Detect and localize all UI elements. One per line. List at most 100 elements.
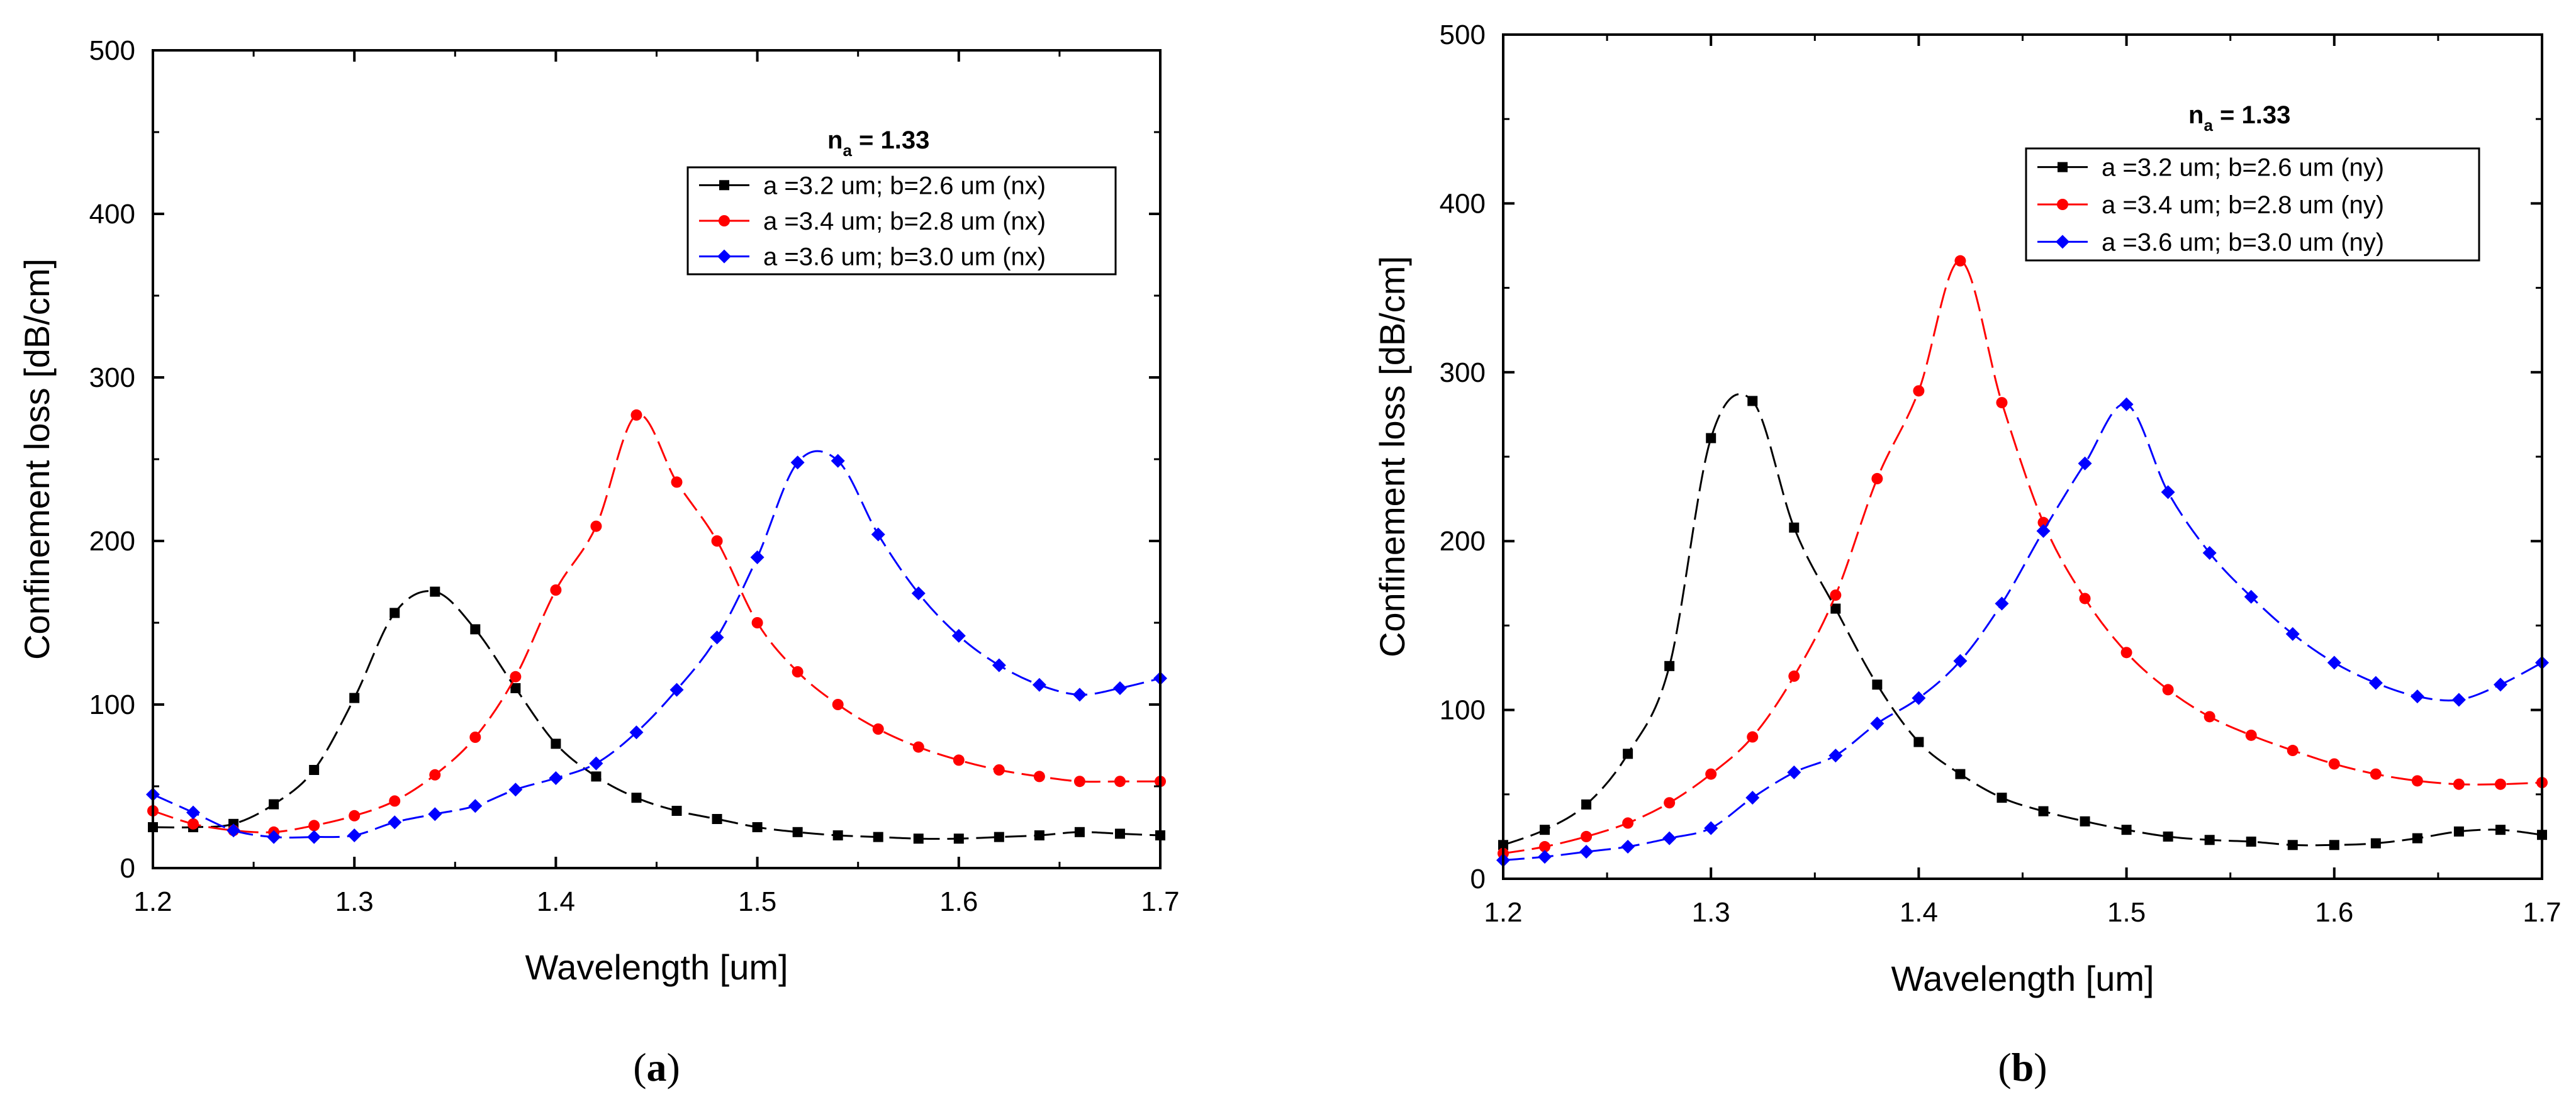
data-point — [994, 832, 1004, 842]
data-point — [469, 732, 481, 743]
x-tick-label: 1.7 — [1141, 886, 1179, 917]
x-tick-label: 1.3 — [335, 886, 374, 917]
data-point — [2078, 456, 2092, 471]
data-point — [1662, 831, 1677, 845]
refractive-index-annotation: na = 1.33 — [2188, 101, 2290, 135]
data-point — [1114, 776, 1126, 788]
data-point — [347, 828, 362, 842]
y-tick-label: 300 — [1440, 357, 1486, 388]
data-point — [1705, 768, 1717, 780]
data-point — [2038, 806, 2049, 816]
data-point — [1747, 731, 1759, 743]
data-point — [710, 630, 724, 645]
x-tick-label: 1.5 — [738, 886, 776, 917]
series-1 — [1498, 393, 2547, 850]
y-tick-label: 100 — [89, 689, 135, 720]
panel-label-open: ( — [1998, 1045, 2011, 1089]
x-tick-label: 1.2 — [133, 886, 172, 917]
data-point — [428, 807, 442, 822]
data-point — [2370, 768, 2382, 780]
panel-label-letter: b — [2012, 1045, 2034, 1089]
legend-swatch-marker — [2057, 199, 2068, 210]
data-point — [388, 815, 402, 830]
data-point — [2410, 689, 2424, 704]
y-tick-label: 400 — [1440, 188, 1486, 219]
data-point — [629, 725, 644, 740]
legend-box — [686, 166, 1117, 276]
legend-swatch-marker — [2056, 235, 2069, 249]
data-point — [1789, 522, 1800, 533]
data-point — [912, 741, 924, 753]
x-tick-label: 1.6 — [939, 886, 978, 917]
data-point — [2161, 485, 2175, 499]
data-point — [1072, 688, 1087, 702]
data-point — [992, 658, 1006, 672]
series-2 — [147, 409, 1166, 838]
data-point — [750, 550, 764, 564]
panel-label-close: ) — [2034, 1045, 2047, 1089]
annotation-main: n — [827, 126, 843, 154]
data-point — [1870, 716, 1884, 731]
data-point — [2120, 647, 2132, 659]
data-point — [913, 833, 924, 844]
data-point — [589, 756, 603, 771]
data-point — [1579, 845, 1594, 859]
data-point — [831, 454, 845, 468]
data-point — [1830, 589, 1842, 601]
data-point — [1996, 397, 2008, 409]
y-tick-label: 100 — [1440, 695, 1486, 726]
data-point — [1074, 827, 1085, 837]
series-3 — [146, 450, 1167, 844]
data-point — [2121, 825, 2132, 835]
data-point — [751, 617, 763, 628]
data-point — [1788, 670, 1800, 682]
legend: a =3.2 um; b=2.6 um (nx) a =3.4 um; b=2.8… — [686, 166, 1117, 276]
data-point — [2327, 655, 2341, 670]
data-point — [2079, 593, 2091, 605]
data-point — [1034, 830, 1044, 840]
data-point — [349, 693, 360, 703]
data-point — [2453, 778, 2465, 790]
data-point — [790, 455, 805, 470]
data-point — [227, 823, 241, 838]
data-point — [1112, 681, 1127, 695]
data-point — [1745, 791, 1760, 805]
data-point — [510, 683, 521, 693]
data-point — [2119, 397, 2134, 411]
series-line — [1503, 403, 2543, 861]
series-line — [1503, 393, 2543, 847]
y-tick-label: 0 — [1470, 864, 1486, 894]
data-point — [307, 830, 322, 844]
data-point — [1664, 797, 1676, 809]
y-tick-label: 200 — [1440, 526, 1486, 557]
data-point — [953, 754, 965, 766]
y-tick-label: 400 — [89, 199, 135, 230]
data-point — [953, 833, 964, 844]
data-point — [389, 608, 400, 618]
data-point — [2411, 775, 2423, 787]
data-point — [551, 738, 561, 749]
data-point — [2036, 524, 2051, 538]
series-line — [152, 413, 1160, 833]
data-point — [2080, 816, 2090, 827]
x-tick-label: 1.4 — [1900, 897, 1938, 928]
data-point — [671, 476, 683, 488]
data-point — [510, 671, 522, 683]
data-point — [711, 535, 723, 547]
data-point — [1706, 433, 1716, 443]
data-point — [712, 814, 722, 824]
data-point — [2244, 589, 2258, 604]
annotation-subscript: a — [843, 141, 852, 160]
data-point — [430, 586, 440, 597]
chart-panel-a: 1.2 1.3 1.4 1.5 1.6 1.7 0 100 200 300 400 500 Wavele… — [17, 35, 1180, 1089]
legend-entry: a =3.6 um; b=3.0 um (nx) — [763, 243, 1046, 271]
data-point — [1664, 660, 1675, 671]
data-point — [1871, 472, 1883, 484]
data-point — [1540, 825, 1550, 835]
data-point — [2287, 745, 2299, 757]
x-tick-label: 1.6 — [2315, 897, 2353, 928]
x-tick-label: 1.5 — [2107, 897, 2146, 928]
panel-label: (a) — [633, 1045, 680, 1089]
data-point — [1912, 691, 1926, 705]
data-point — [792, 666, 804, 677]
